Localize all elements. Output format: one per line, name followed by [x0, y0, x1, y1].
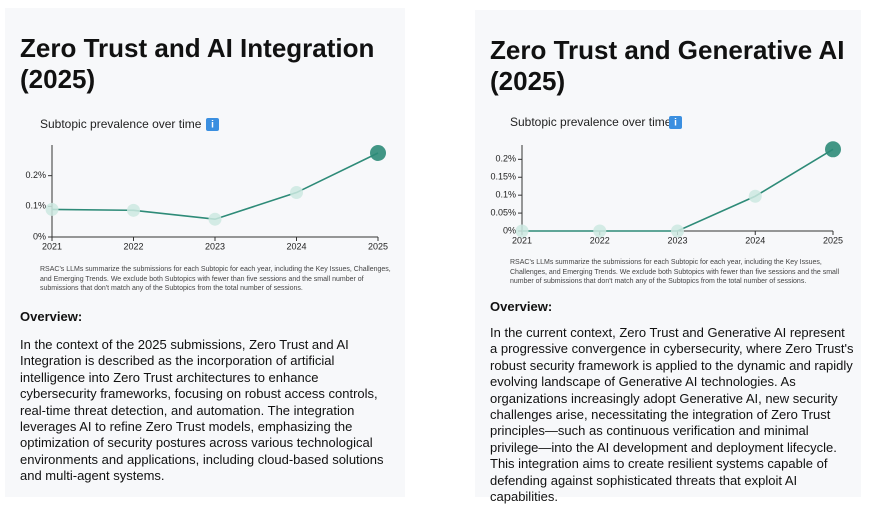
chart-subtitle: Subtopic prevalence over time: [40, 117, 202, 131]
info-icon: i: [674, 118, 677, 129]
line: [522, 148, 834, 232]
y-tick-label: 0%: [33, 231, 46, 241]
y-tick-label: 0.2%: [25, 170, 46, 180]
x-tick-label: 2024: [286, 241, 306, 251]
y-tick-label: 0.2%: [495, 154, 516, 164]
info-icon[interactable]: [206, 118, 219, 131]
y-tick-label: 0%: [503, 225, 516, 235]
point: [748, 189, 762, 203]
point: [593, 224, 607, 238]
overview-heading: Overview:: [490, 299, 553, 314]
card-title: Zero Trust and AI Integration (2025): [20, 33, 375, 94]
overview-text: In the current context, Zero Trust and G…: [490, 325, 854, 505]
x-tick-label: 2022: [590, 235, 610, 245]
point: [370, 144, 386, 161]
x-tick-label: 2021: [42, 241, 62, 251]
point: [45, 202, 59, 216]
overview-heading: Overview:: [20, 309, 83, 324]
y-tick-label: 0.05%: [490, 207, 516, 217]
x-tick-label: 2022: [123, 241, 143, 251]
card: [5, 8, 405, 497]
point: [290, 186, 303, 200]
overview-text: In the context of the 2025 submissions, …: [20, 337, 384, 484]
point: [127, 203, 140, 217]
y-tick-label: 0.15%: [490, 172, 516, 182]
point: [671, 224, 684, 238]
chart-subtitle: Subtopic prevalence over time: [510, 115, 672, 129]
info-icon: i: [211, 120, 214, 131]
x-tick-label: 2025: [368, 241, 388, 251]
chart-note: RSAC's LLMs summarize the submissions fo…: [510, 259, 840, 285]
y-tick-label: 0.1%: [495, 190, 516, 200]
x-tick-label: 2021: [512, 235, 532, 245]
x-tick-label: 2025: [823, 235, 843, 245]
x-tick-label: 2023: [667, 235, 687, 245]
point: [825, 141, 841, 158]
info-icon[interactable]: [669, 116, 682, 129]
y-tick-label: 0.1%: [25, 201, 46, 211]
x-tick-label: 2024: [745, 235, 765, 245]
chart-note: RSAC's LLMs summarize the submissions fo…: [40, 266, 391, 292]
card: [475, 10, 861, 497]
card-title: Zero Trust and Generative AI (2025): [490, 35, 845, 96]
line: [51, 152, 379, 221]
point: [515, 224, 529, 238]
x-tick-label: 2023: [205, 241, 225, 251]
point: [208, 212, 222, 226]
